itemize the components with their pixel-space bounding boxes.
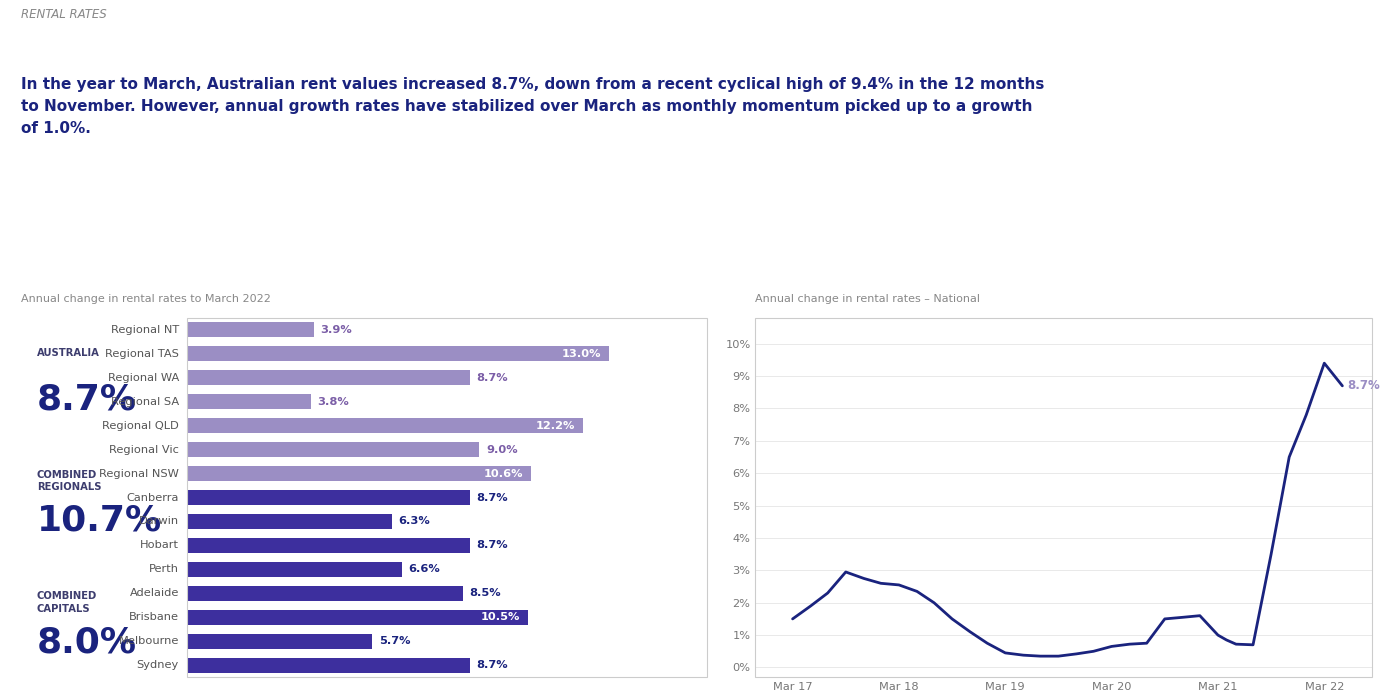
Bar [187, 586, 463, 600]
Text: 8.7%: 8.7% [477, 540, 507, 551]
Bar [187, 610, 528, 625]
Text: 3.8%: 3.8% [317, 397, 349, 407]
Text: Regional SA: Regional SA [111, 397, 179, 407]
Text: Darwin: Darwin [139, 516, 179, 527]
Bar [187, 562, 402, 577]
Text: Hobart: Hobart [140, 540, 179, 551]
Text: 10.6%: 10.6% [484, 468, 524, 479]
Bar [187, 395, 310, 409]
Text: COMBINED
REGIONALS: COMBINED REGIONALS [36, 470, 101, 492]
Bar [187, 538, 470, 553]
Bar [187, 418, 584, 433]
Text: 10.7%: 10.7% [36, 504, 162, 538]
Text: 8.7%: 8.7% [1347, 379, 1380, 392]
Text: 6.3%: 6.3% [398, 516, 430, 527]
Text: Regional NSW: Regional NSW [100, 468, 179, 479]
Text: 10.5%: 10.5% [481, 612, 520, 623]
Text: 3.9%: 3.9% [320, 325, 352, 335]
Bar [187, 318, 707, 677]
Bar [187, 370, 470, 385]
Text: 8.7%: 8.7% [36, 382, 137, 416]
Text: Annual change in rental rates to March 2022: Annual change in rental rates to March 2… [21, 294, 270, 304]
Text: Regional Vic: Regional Vic [109, 444, 179, 455]
Text: Brisbane: Brisbane [129, 612, 179, 623]
Text: 9.0%: 9.0% [486, 444, 517, 455]
Text: AUSTRALIA: AUSTRALIA [36, 348, 100, 358]
Bar [755, 318, 1372, 677]
Text: Regional QLD: Regional QLD [103, 421, 179, 430]
Bar [187, 346, 610, 361]
Bar [187, 514, 392, 529]
Text: 8.7%: 8.7% [477, 372, 507, 383]
Bar [187, 466, 531, 481]
Text: 8.5%: 8.5% [470, 588, 502, 598]
Text: COMBINED
CAPITALS: COMBINED CAPITALS [36, 591, 97, 614]
Text: RENTAL RATES: RENTAL RATES [21, 8, 107, 21]
Bar [187, 634, 373, 649]
Text: 8.7%: 8.7% [477, 660, 507, 670]
Text: 6.6%: 6.6% [407, 565, 439, 574]
Text: Regional TAS: Regional TAS [105, 349, 179, 359]
Text: Sydney: Sydney [137, 660, 179, 670]
Bar [187, 323, 313, 337]
Text: Regional WA: Regional WA [108, 372, 179, 383]
Bar [187, 658, 470, 672]
Text: In the year to March, Australian rent values increased 8.7%, down from a recent : In the year to March, Australian rent va… [21, 77, 1044, 135]
Text: 12.2%: 12.2% [536, 421, 575, 430]
Text: 8.7%: 8.7% [477, 493, 507, 502]
Text: Melbourne: Melbourne [119, 636, 179, 646]
Bar [187, 442, 480, 457]
Text: Perth: Perth [148, 565, 179, 574]
Bar [187, 490, 470, 505]
Text: Canberra: Canberra [126, 493, 179, 502]
Text: 13.0%: 13.0% [561, 349, 602, 359]
Text: Adelaide: Adelaide [130, 588, 179, 598]
Text: Regional NT: Regional NT [111, 325, 179, 335]
Text: 8.0%: 8.0% [36, 625, 137, 659]
Text: 5.7%: 5.7% [378, 636, 410, 646]
Text: Annual change in rental rates – National: Annual change in rental rates – National [755, 294, 980, 304]
